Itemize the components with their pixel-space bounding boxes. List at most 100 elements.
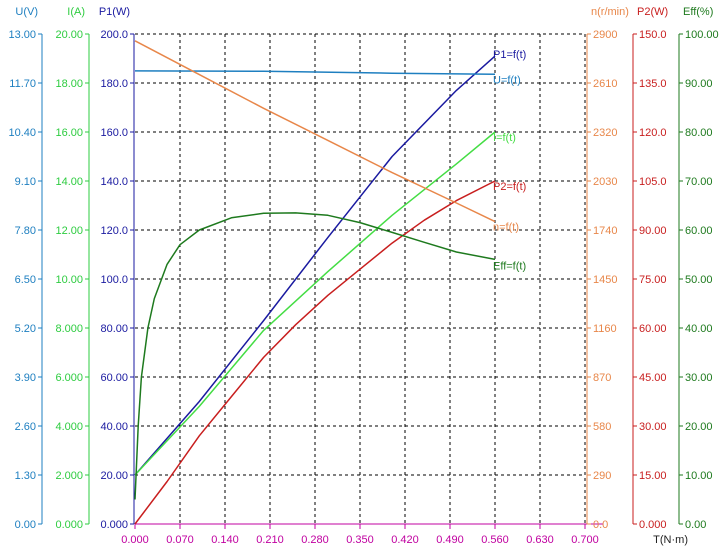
y-tick-label-P2: 30.00 [639, 421, 667, 433]
y-tick-label-I: 18.00 [55, 78, 83, 90]
y-tick-label-Eff: 0.00 [685, 519, 706, 531]
y-tick-label-Eff: 100.00 [685, 29, 719, 41]
x-tick-label: 0.420 [391, 534, 419, 546]
series-line-P2 [134, 180, 496, 525]
series-line-n [134, 40, 496, 223]
y-tick-label-I: 12.00 [55, 225, 83, 237]
x-axis-title: T(N·m) [653, 534, 688, 546]
y-tick-label-P2: 105.0 [639, 176, 667, 188]
y-tick-label-U: 6.50 [15, 274, 36, 286]
y-axis-title-U: U(V) [15, 6, 38, 18]
y-tick-label-Eff: 10.00 [685, 470, 713, 482]
y-tick-label-Eff: 60.00 [685, 225, 713, 237]
y-tick-label-U: 13.00 [8, 29, 36, 41]
y-tick-label-n: 1160 [593, 323, 617, 335]
series-labels: P1=f(t) U=f(t) I=f(t) P2=f(t) n=f(t) Eff=f(t) [493, 49, 526, 272]
y-tick-label-P1: 80.00 [100, 323, 128, 335]
y-tick-label-I: 16.00 [55, 127, 83, 139]
y-tick-label-U: 3.90 [15, 372, 36, 384]
y-tick-label-I: 8.000 [55, 323, 83, 335]
y-tick-label-P2: 90.00 [639, 225, 667, 237]
axes: 0.000 0.070 0.140 0.210 0.280 0.350 0.420 0.490… [8, 6, 718, 546]
y-tick-label-U: 11.70 [9, 78, 36, 90]
series-label-P1: P1=f(t) [493, 49, 526, 61]
y-tick-label-U: 9.10 [15, 176, 36, 188]
y-tick-label-P1: 0.000 [100, 519, 128, 531]
y-tick-label-n: 1450 [593, 274, 617, 286]
x-tick-label: 0.630 [526, 534, 554, 546]
y-tick-label-P1: 180.0 [100, 78, 128, 90]
y-axis-title-P1: P1(W) [99, 6, 130, 18]
y-tick-label-I: 14.00 [55, 176, 83, 188]
y-tick-label-P1: 140.0 [100, 176, 128, 188]
x-tick-label: 0.490 [436, 534, 464, 546]
y-tick-label-U: 1.30 [15, 470, 36, 482]
y-tick-label-I: 4.000 [55, 421, 83, 433]
y-tick-label-n: 2610 [593, 78, 617, 90]
y-tick-label-P1: 200.0 [100, 29, 128, 41]
x-tick-label: 0.350 [346, 534, 374, 546]
series-label-Eff: Eff=f(t) [493, 260, 526, 272]
y-tick-label-I: 6.000 [55, 372, 83, 384]
y-tick-label-I: 10.00 [55, 274, 83, 286]
y-tick-label-P2: 60.00 [639, 323, 667, 335]
series-label-P2: P2=f(t) [493, 181, 526, 193]
y-tick-label-I: 20.00 [55, 29, 83, 41]
series-line-U [134, 70, 496, 76]
x-tick-label: 0.140 [211, 534, 239, 546]
y-tick-label-P1: 160.0 [100, 127, 128, 139]
y-axis-title-Eff: Eff(%) [683, 6, 713, 18]
y-tick-label-n: 580 [593, 421, 611, 433]
y-tick-label-n: 290 [593, 470, 611, 482]
y-tick-label-P1: 60.00 [100, 372, 128, 384]
y-tick-label-U: 0.00 [15, 519, 36, 531]
y-tick-label-P2: 150.0 [639, 29, 667, 41]
y-tick-label-n: 0.0 [593, 519, 608, 531]
y-tick-label-I: 2.000 [55, 470, 83, 482]
y-tick-label-P1: 40.00 [100, 421, 128, 433]
series-line-I [134, 131, 496, 476]
y-tick-label-P2: 75.00 [639, 274, 667, 286]
series-label-U: U=f(t) [493, 74, 521, 86]
series-label-I: I=f(t) [493, 132, 516, 144]
y-tick-label-Eff: 20.00 [685, 421, 713, 433]
x-tick-label: 0.210 [256, 534, 284, 546]
y-tick-label-n: 870 [593, 372, 611, 384]
series-line-Eff [134, 212, 496, 500]
y-tick-label-Eff: 30.00 [685, 372, 713, 384]
x-tick-label: 0.280 [301, 534, 329, 546]
y-axis-title-n: n(r/min) [591, 6, 629, 18]
y-tick-label-Eff: 40.00 [685, 323, 713, 335]
y-tick-label-P1: 20.00 [100, 470, 128, 482]
y-tick-label-P1: 120.0 [100, 225, 128, 237]
y-tick-label-P2: 0.000 [639, 519, 667, 531]
y-tick-label-P2: 45.00 [639, 372, 667, 384]
y-tick-label-P1: 100.0 [100, 274, 128, 286]
y-tick-label-U: 5.20 [15, 323, 36, 335]
series-lines [134, 40, 496, 525]
y-tick-label-Eff: 70.00 [685, 176, 713, 188]
y-tick-label-P2: 15.00 [639, 470, 667, 482]
y-axis-title-P2: P2(W) [637, 6, 668, 18]
grid-lines [135, 33, 586, 524]
y-axis-title-I: I(A) [67, 6, 85, 18]
y-tick-label-Eff: 50.00 [685, 274, 713, 286]
y-tick-label-n: 2900 [593, 29, 617, 41]
y-tick-label-U: 7.80 [15, 225, 36, 237]
series-line-P1 [134, 55, 496, 476]
y-tick-label-Eff: 90.00 [685, 78, 713, 90]
x-tick-label: 0.070 [166, 534, 194, 546]
y-tick-label-n: 2030 [593, 176, 617, 188]
y-tick-label-P2: 120.0 [639, 127, 667, 139]
y-tick-label-I: 0.000 [55, 519, 83, 531]
x-tick-label: 0.700 [571, 534, 599, 546]
y-tick-label-n: 2320 [593, 127, 617, 139]
y-tick-label-n: 1740 [593, 225, 617, 237]
series-label-n: n=f(t) [493, 222, 519, 234]
x-tick-label: 0.000 [121, 534, 149, 546]
y-tick-label-U: 10.40 [8, 127, 36, 139]
y-tick-label-Eff: 80.00 [685, 127, 713, 139]
y-tick-label-P2: 135.0 [639, 78, 667, 90]
y-tick-label-U: 2.60 [15, 421, 36, 433]
